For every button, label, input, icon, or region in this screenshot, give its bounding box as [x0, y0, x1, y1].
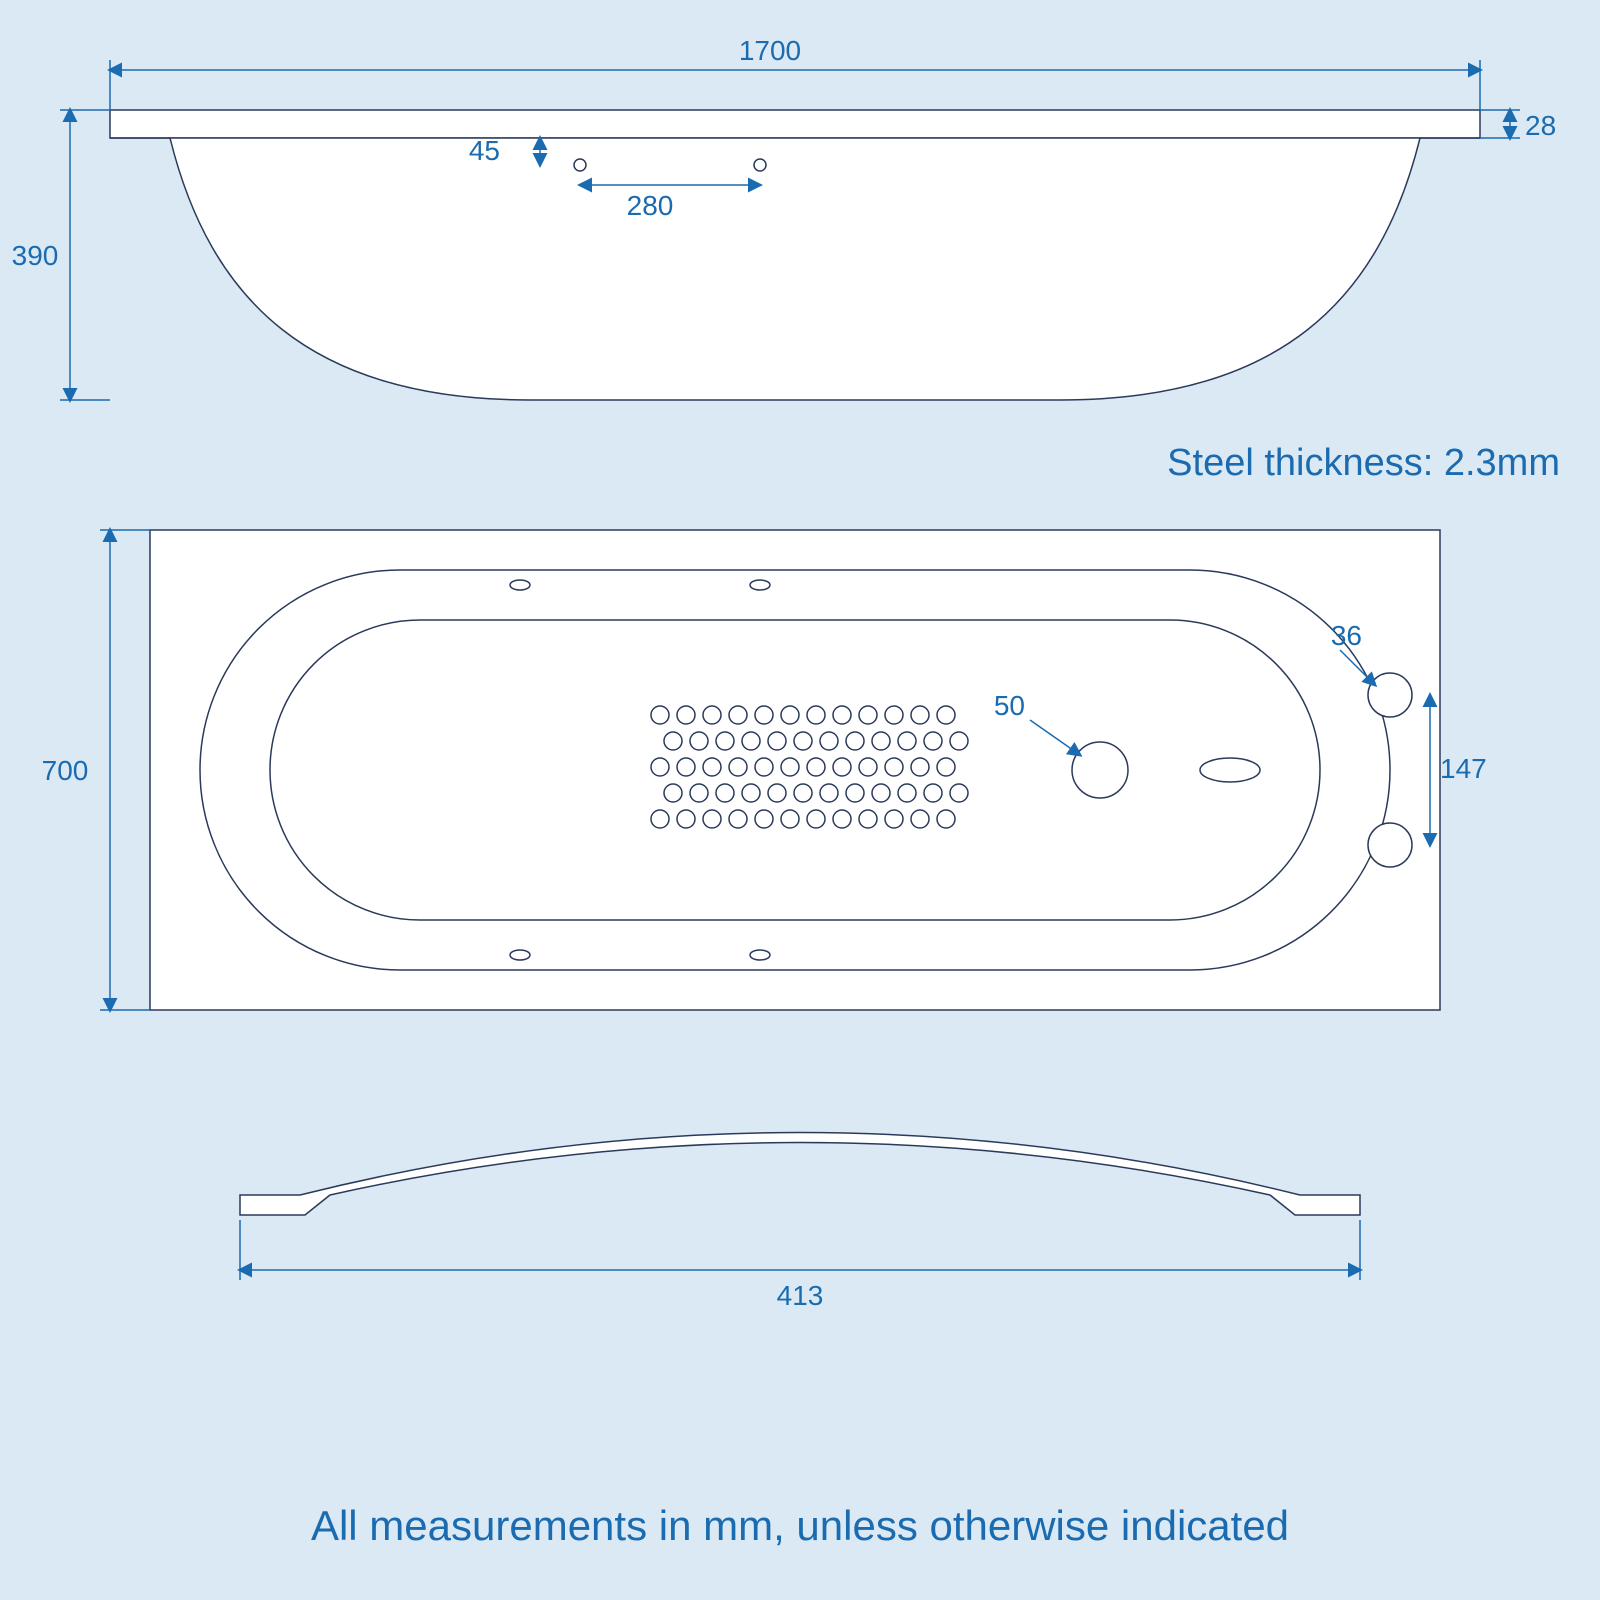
label-tap-offset: 45 [469, 135, 500, 166]
dim-end-width: 413 [240, 1220, 1360, 1311]
side-view [110, 110, 1480, 400]
label-rim-thickness: 28 [1525, 110, 1556, 141]
label-drain-diam: 50 [994, 690, 1025, 721]
label-taphole-spacing: 147 [1440, 753, 1487, 784]
label-tap-spacing: 280 [627, 190, 674, 221]
dim-rim-thickness: 28 [1480, 110, 1556, 141]
label-side-height: 390 [12, 240, 59, 271]
label-plan-width: 700 [42, 755, 89, 786]
label-top-width: 1700 [739, 35, 801, 66]
dim-plan-width: 700 [42, 530, 150, 1010]
steel-thickness-note: Steel thickness: 2.3mm [1167, 442, 1560, 484]
end-view [240, 1133, 1360, 1216]
label-end-width: 413 [777, 1280, 824, 1311]
dim-side-height: 390 [12, 110, 110, 400]
dim-top-width: 1700 [110, 35, 1480, 110]
bathtub-technical-drawing: 1700 390 28 45 280 Steel thickness: 2.3m… [0, 0, 1600, 1600]
footer-note: All measurements in mm, unless otherwise… [311, 1502, 1289, 1549]
label-taphole-diam: 36 [1331, 620, 1362, 651]
plan-view [150, 530, 1440, 1010]
